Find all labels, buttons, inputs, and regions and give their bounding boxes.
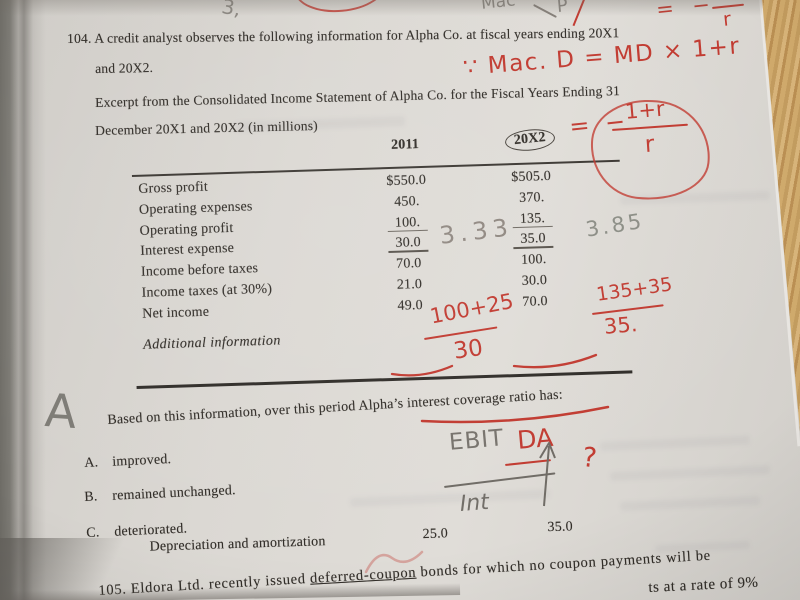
red-underline-35 [512,353,598,369]
top-edge-shadow [0,0,762,16]
pencil-up-arrow [539,442,556,507]
red-underline-interest-coverage [420,405,610,424]
red-underline-25 [390,364,454,377]
faint-red-squiggle [364,550,424,574]
page-left-edge-shadow [0,0,46,600]
